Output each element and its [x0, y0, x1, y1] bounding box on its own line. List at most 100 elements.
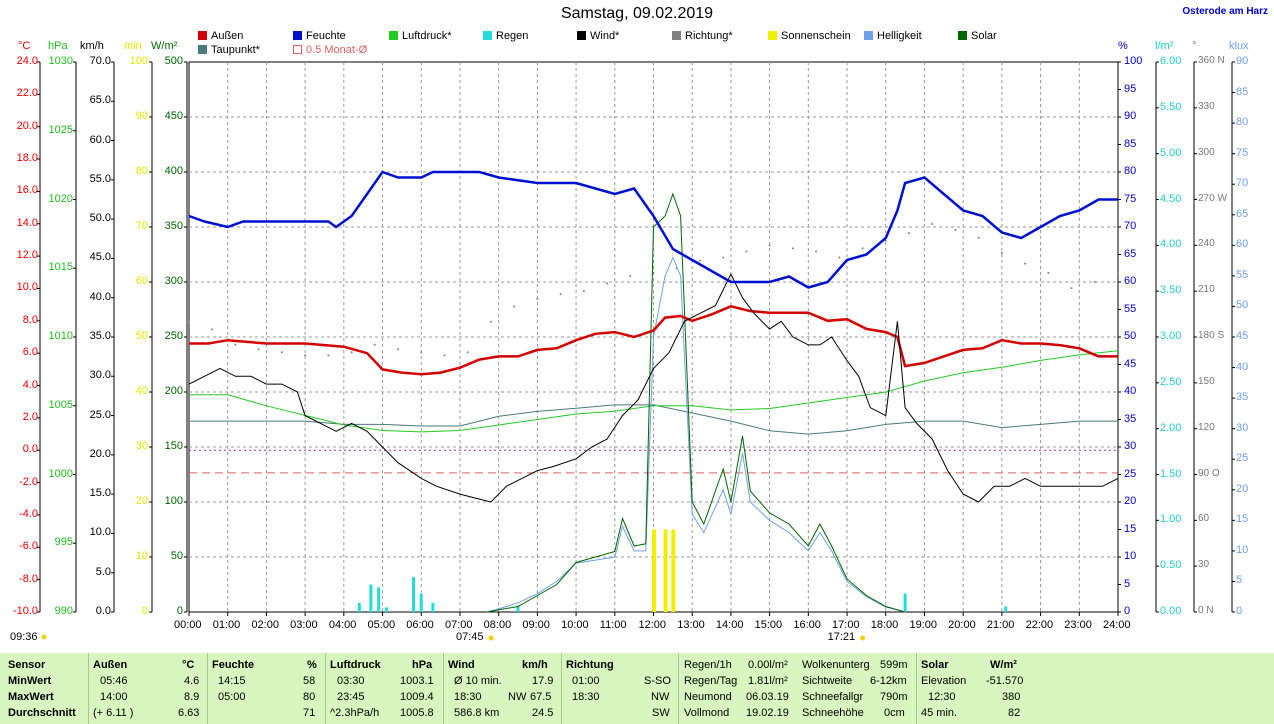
- axis-tick-label: 75: [1124, 192, 1137, 205]
- axis-tick-label: 80: [1124, 165, 1137, 177]
- axis-tick-label: 5.00: [1160, 146, 1182, 159]
- axis-tick-label: 45: [1124, 357, 1137, 370]
- separator: [207, 653, 208, 724]
- schneehoehe-value: 0cm: [884, 707, 905, 719]
- neumond-value: 06.03.19: [746, 691, 789, 703]
- axis-tick-label: 45.0: [89, 251, 111, 264]
- axis-tick-label: 25: [1236, 452, 1249, 465]
- axis-tick-label: 450: [164, 110, 183, 122]
- axis-tick-label: 40: [1236, 360, 1249, 373]
- point-richtung: [907, 232, 910, 235]
- point-richtung: [466, 351, 469, 354]
- wind-header: Wind: [448, 659, 475, 671]
- axis-tick-label: 270 W: [1198, 192, 1227, 204]
- solar-45min-label: 45 min.: [921, 707, 958, 719]
- luftdruck-min-time: 03:30: [337, 675, 365, 687]
- wind-max-dir: NW: [508, 691, 527, 703]
- separator: [678, 653, 679, 724]
- luftdruck-max-value: 1009.4: [400, 691, 434, 703]
- station-link[interactable]: Osterode am Harz: [1182, 6, 1268, 17]
- feuchte-avg-value: 71: [303, 707, 316, 719]
- axis-tick-label: 90: [1124, 110, 1137, 122]
- stats-panel: Sensor MinWert MaxWert Durchschnitt Auße…: [0, 653, 1274, 724]
- axis-tick-label: 1030: [48, 55, 73, 67]
- axis-tick-label: 5.0: [95, 565, 111, 578]
- axis-tick-label: 10.0: [16, 281, 38, 294]
- chart-title: Samstag, 09.02.2019: [560, 5, 714, 22]
- maxwert-label: MaxWert: [8, 691, 54, 703]
- legend-swatch: [483, 31, 492, 40]
- point-richtung: [304, 354, 307, 357]
- separator: [561, 653, 562, 724]
- axis-tick-label: 40: [135, 385, 148, 397]
- time-tick-label: 20:00: [948, 619, 976, 631]
- legend-swatch: [389, 31, 398, 40]
- bar-sonnenschein: [652, 529, 656, 612]
- sensor-header: Sensor: [8, 659, 46, 671]
- axis-tick-label: 4.00: [1160, 238, 1182, 251]
- axis-tick-label: 150: [1198, 375, 1215, 387]
- axis-tick-label: 70.0: [89, 55, 111, 67]
- point-richtung: [443, 354, 446, 357]
- axis-unit-label: °: [1192, 40, 1197, 52]
- axis-tick-label: 40.0: [89, 290, 111, 303]
- point-richtung: [698, 259, 701, 262]
- minwert-label: MinWert: [8, 675, 52, 687]
- point-richtung: [768, 244, 771, 247]
- legend-label: Taupunkt*: [211, 44, 260, 56]
- axis-tick-label: 360 N: [1198, 55, 1225, 66]
- sunrise-label: 07:45: [455, 631, 484, 643]
- legend-swatch: [768, 31, 777, 40]
- legend-item: Solar: [958, 30, 997, 42]
- point-richtung: [327, 354, 330, 357]
- axis-tick-label: 25: [1124, 467, 1137, 480]
- axis-tick-label: 20.0: [89, 447, 111, 460]
- wind-avg10-value: 17.9: [532, 675, 554, 687]
- point-richtung: [582, 290, 585, 293]
- point-richtung: [559, 293, 562, 296]
- axis-tick-label: 10: [135, 550, 148, 562]
- axis-tick-label: 200: [164, 385, 183, 397]
- solar-max-value: 380: [1002, 691, 1021, 703]
- separator: [916, 653, 917, 724]
- feuchte-max-time: 05:00: [218, 691, 246, 703]
- point-richtung: [977, 236, 980, 239]
- axis-tick-label: 35: [1124, 412, 1137, 425]
- axis-tick-label: 30: [1198, 559, 1210, 571]
- axis-tick-label: 55: [1236, 268, 1249, 281]
- axis-tick-label: 90 O: [1198, 467, 1220, 479]
- axis-tick-label: 0.50: [1160, 559, 1182, 572]
- legend-swatch: [198, 31, 207, 40]
- now-sun-icon: [41, 634, 47, 640]
- axis-tick-label: 15: [1124, 522, 1137, 535]
- wind-max-time: 18:30: [454, 691, 482, 703]
- axis-tick-label: 50: [1124, 330, 1137, 342]
- luftdruck-max-time: 23:45: [337, 691, 365, 703]
- axis-tick-label: 80: [1236, 116, 1249, 129]
- series-luftdruck: [189, 350, 1119, 433]
- axis-tick-label: 300: [1198, 146, 1215, 158]
- legend-swatch: [958, 31, 967, 40]
- bar-regen: [431, 602, 435, 612]
- legend-swatch: [198, 45, 207, 54]
- axis-tick-label: 18.0: [16, 152, 38, 165]
- legend-label: Wind*: [590, 30, 620, 42]
- solar-header: Solar: [921, 659, 949, 671]
- point-richtung: [211, 328, 214, 331]
- series-solar: [487, 192, 906, 613]
- legend-item: Feuchte: [293, 30, 346, 42]
- axis-tick-label: 14.0: [16, 216, 38, 229]
- aussen-max-value: 8.9: [184, 691, 200, 703]
- point-richtung: [489, 320, 492, 323]
- legend-item: Sonnenschein: [768, 30, 851, 42]
- axis-unit-label: l/m²: [1155, 40, 1174, 52]
- point-richtung: [629, 274, 632, 277]
- schneefallgr-value: 790m: [880, 691, 908, 703]
- legend-item: Regen: [483, 30, 528, 42]
- axis-tick-label: 240: [1198, 238, 1215, 250]
- legend-label: Regen: [496, 30, 529, 42]
- axis-tick-label: 1.50: [1160, 467, 1182, 480]
- axis-tick-label: 250: [164, 330, 183, 342]
- axis-tick-label: 10: [1124, 550, 1137, 562]
- axis-tick-label: 10.0: [89, 526, 111, 539]
